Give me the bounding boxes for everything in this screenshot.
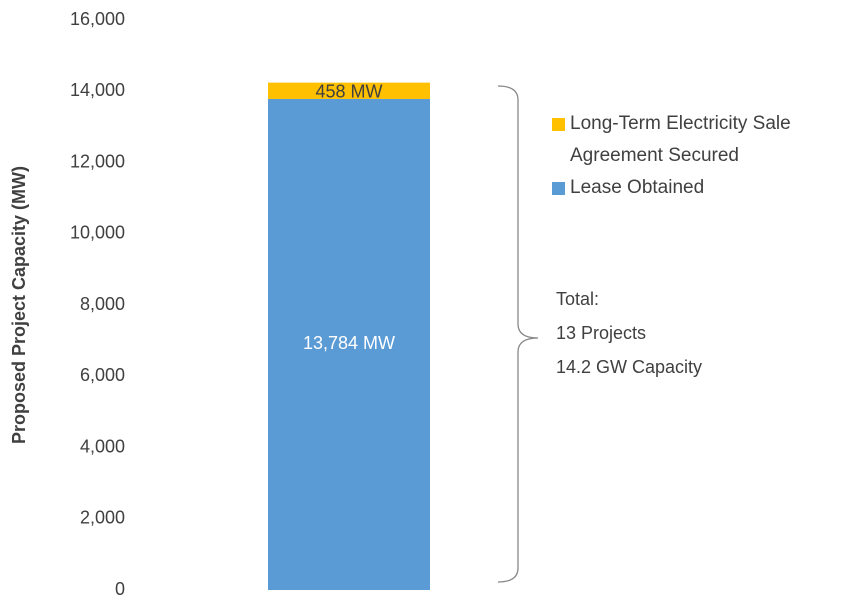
value-label: 458 MW [315,82,382,102]
annotation: Total: [556,289,599,309]
y-tick-label: 6,000 [80,365,125,385]
annotation: 14.2 GW Capacity [556,357,702,377]
legend-item: Lease Obtained [552,172,832,204]
y-tick-label: 2,000 [80,508,125,528]
brace [497,85,539,583]
bar-segment [268,82,430,99]
annotation: 13 Projects [556,323,646,343]
y-tick-label: 0 [115,579,125,599]
y-tick-label: 10,000 [70,223,125,243]
y-tick-label: 14,000 [70,80,125,100]
legend-swatch [552,182,565,195]
y-axis-label: Proposed Project Capacity (MW) [9,166,29,444]
legend-label: Lease Obtained [570,177,705,198]
legend-label: Long-Term Electricity Sale Agreement Sec… [570,113,791,166]
bar-segment [268,98,430,590]
y-tick-label: 8,000 [80,294,125,314]
y-tick-label: 12,000 [70,151,125,171]
legend-swatch [552,118,565,131]
y-tick-label: 4,000 [80,436,125,456]
legend-item: Long-Term Electricity Sale Agreement Sec… [552,108,832,172]
value-label: 13,784 MW [303,333,395,353]
y-tick-label: 16,000 [70,9,125,29]
